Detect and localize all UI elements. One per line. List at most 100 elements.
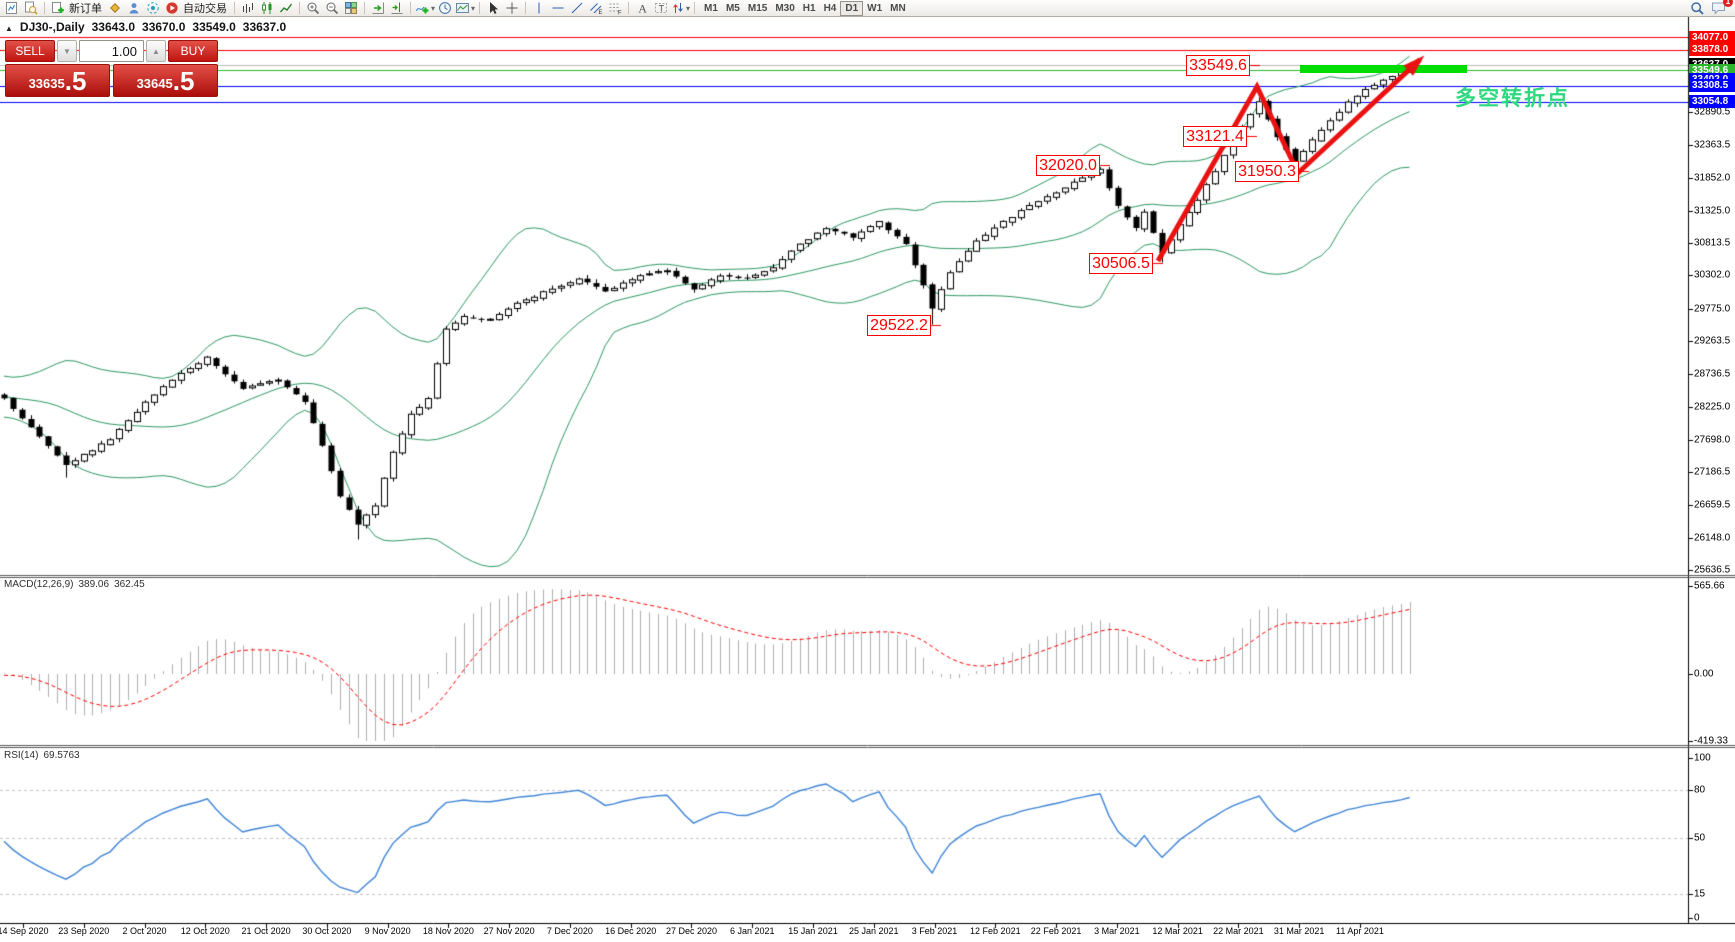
- hline-icon[interactable]: [549, 1, 567, 16]
- price-callout[interactable]: 29522.2: [867, 315, 931, 336]
- price-callout[interactable]: 30506.5: [1089, 253, 1153, 274]
- price-level-label: 33308.5: [1689, 79, 1735, 93]
- buy-button[interactable]: BUY: [168, 40, 218, 62]
- sell-button[interactable]: SELL: [5, 40, 55, 62]
- gold-icon[interactable]: [106, 1, 124, 16]
- date-axis-label: 12 Mar 2021: [1152, 926, 1203, 936]
- timeframe-W1[interactable]: W1: [867, 2, 883, 14]
- price-axis-tick: 28736.5: [1694, 368, 1731, 380]
- date-axis-label: 22 Mar 2021: [1213, 926, 1264, 936]
- date-axis-label: 9 Nov 2020: [364, 926, 411, 936]
- date-axis-label: 21 Oct 2020: [241, 926, 291, 936]
- autotrade-button[interactable]: [163, 1, 181, 16]
- cjk-annotation[interactable]: 多空转折点: [1455, 87, 1570, 110]
- line-chart-icon[interactable]: [277, 1, 295, 16]
- trendline-icon[interactable]: [568, 1, 586, 16]
- search-icon[interactable]: [1688, 1, 1706, 16]
- label-t-icon[interactable]: T: [652, 1, 670, 16]
- toolbar-right-group: 1: [1688, 0, 1733, 16]
- chevron-down-icon: ▾: [471, 3, 476, 13]
- timeframe-H4[interactable]: H4: [823, 2, 837, 14]
- price-callout[interactable]: 33549.6: [1186, 55, 1250, 76]
- tile-windows-icon[interactable]: [342, 1, 360, 16]
- date-axis-label: 25 Jan 2021: [848, 926, 899, 936]
- timeframe-M5[interactable]: M5: [725, 2, 740, 14]
- arrows-tool-icon[interactable]: ▾: [671, 1, 690, 16]
- ohlc-close: 33637.0: [242, 20, 287, 34]
- zoom-out-icon[interactable]: [323, 1, 341, 16]
- timeframe-M15[interactable]: M15: [747, 2, 768, 14]
- bars-chart-icon[interactable]: [239, 1, 257, 16]
- timeframe-MN[interactable]: MN: [890, 2, 906, 14]
- price-axis-tick: 27186.5: [1694, 466, 1731, 478]
- main-toolbar: 新订单 自动交易 ▾ ▾ E F A T ▾ M1 M5 M15 M30 H1 H4 D1 W1 MN 1: [0, 0, 1735, 17]
- candles-chart-icon[interactable]: [258, 1, 276, 16]
- date-axis-label: 16 Dec 2020: [605, 926, 657, 936]
- timeframe-D1[interactable]: D1: [840, 0, 864, 16]
- channel-icon[interactable]: E: [587, 1, 605, 16]
- date-axis-label: 6 Jan 2021: [729, 926, 775, 936]
- chat-icon[interactable]: 1: [1710, 0, 1733, 16]
- price-chart-canvas[interactable]: [0, 17, 1735, 942]
- collapse-triangle-icon[interactable]: ▲: [5, 24, 13, 33]
- fibo-icon[interactable]: F: [606, 1, 624, 16]
- green-highlight-zone[interactable]: [1300, 64, 1467, 74]
- template-icon[interactable]: ▾: [455, 1, 475, 16]
- zoom-in-icon[interactable]: [304, 1, 322, 16]
- volume-decrease-button[interactable]: ▼: [57, 40, 77, 62]
- date-axis-label: 30 Oct 2020: [302, 926, 352, 936]
- volume-increase-button[interactable]: ▲: [146, 40, 166, 62]
- vline-icon[interactable]: [530, 1, 548, 16]
- text-a-icon[interactable]: A: [633, 1, 651, 16]
- auto-scroll-icon[interactable]: [369, 1, 387, 16]
- toolbar-separator: [479, 2, 481, 14]
- price-axis-tick: 29775.0: [1694, 303, 1731, 315]
- toolbar-separator: [694, 2, 696, 14]
- macd-axis-tick: -419.33: [1694, 735, 1728, 747]
- svg-text:T: T: [659, 4, 665, 14]
- price-axis-tick: 30302.0: [1694, 269, 1731, 281]
- price-callout[interactable]: 31950.3: [1235, 161, 1299, 182]
- profiles-icon[interactable]: [22, 1, 40, 16]
- date-axis-label: 3 Mar 2021: [1094, 926, 1140, 936]
- toolbar-separator: [525, 2, 527, 14]
- volume-input[interactable]: [79, 40, 144, 62]
- sell-price-main: 33635: [28, 76, 65, 91]
- timeframe-M30[interactable]: M30: [775, 2, 795, 14]
- rsi-indicator-label: RSI(14) 69.5763: [4, 750, 80, 761]
- rsi-axis-tick: 50: [1694, 832, 1706, 844]
- cursor-icon[interactable]: [484, 1, 502, 16]
- one-click-trading-panel: SELL ▼ ▲ BUY 33635 .5 33645 .5: [5, 40, 218, 97]
- toolbar-separator: [628, 2, 630, 14]
- price-axis-tick: 28225.0: [1694, 401, 1731, 413]
- price-axis-tick: 32890.5: [1694, 106, 1731, 118]
- clock-icon[interactable]: [436, 1, 454, 16]
- timeframe-H1[interactable]: H1: [802, 2, 816, 14]
- price-axis-tick: 31325.0: [1694, 205, 1731, 217]
- price-axis-tick: 29263.5: [1694, 335, 1731, 347]
- buy-price-button[interactable]: 33645 .5: [113, 64, 218, 97]
- signal-icon[interactable]: [144, 1, 162, 16]
- date-axis-label: 12 Oct 2020: [180, 926, 230, 936]
- expert-icon[interactable]: [125, 1, 143, 16]
- rsi-axis-tick: 0: [1694, 912, 1700, 924]
- symbol-period-label: DJ30-,Daily: [19, 20, 85, 34]
- crosshair-icon[interactable]: [503, 1, 521, 16]
- timeframe-M1[interactable]: M1: [704, 2, 718, 14]
- buy-price-pips: .5: [172, 66, 195, 96]
- sell-price-pips: .5: [64, 66, 87, 96]
- price-callout[interactable]: 32020.0: [1036, 155, 1100, 176]
- price-axis-tick: 32363.5: [1694, 139, 1731, 151]
- price-callout[interactable]: 33121.4: [1183, 126, 1247, 147]
- sell-price-button[interactable]: 33635 .5: [5, 64, 110, 97]
- date-axis-label: 22 Feb 2021: [1030, 926, 1082, 936]
- chart-shift-icon[interactable]: [388, 1, 406, 16]
- rsi-axis-tick: 80: [1694, 784, 1706, 796]
- new-chart-icon[interactable]: [3, 1, 21, 16]
- macd-axis-tick: 0.00: [1694, 668, 1714, 680]
- autotrade-label: 自动交易: [183, 3, 227, 15]
- date-axis-label: 15 Jan 2021: [788, 926, 838, 936]
- new-order-button[interactable]: [49, 1, 67, 16]
- indicators-icon[interactable]: ▾: [415, 1, 435, 16]
- date-axis-label: 3 Feb 2021: [911, 926, 958, 936]
